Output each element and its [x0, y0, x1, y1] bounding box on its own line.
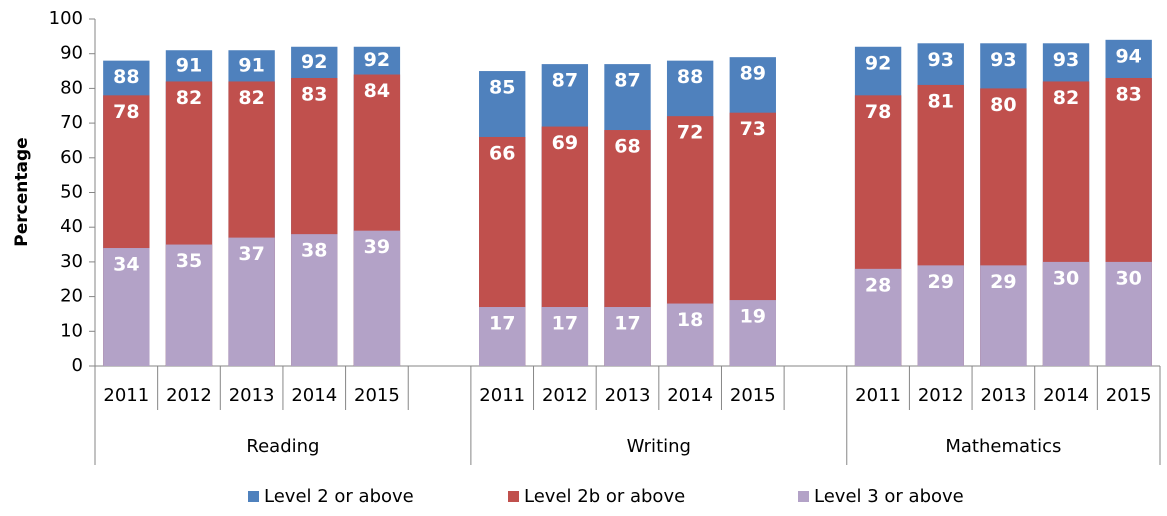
value-label: 68: [614, 136, 640, 158]
value-label: 88: [677, 66, 703, 88]
legend-label: Level 3 or above: [814, 486, 964, 507]
bar: [353, 230, 401, 366]
value-label: 91: [238, 54, 264, 76]
bar: [980, 265, 1027, 366]
value-label: 38: [301, 240, 327, 262]
value-label: 17: [614, 313, 640, 335]
value-label: 30: [1115, 267, 1141, 289]
value-label: 93: [1053, 49, 1079, 71]
bar: [1042, 261, 1090, 366]
legend-label: Level 2b or above: [524, 486, 685, 507]
group-label: Reading: [246, 436, 319, 457]
x-tick-label: 2011: [479, 385, 525, 406]
value-label: 28: [865, 274, 891, 296]
value-label: 93: [990, 49, 1016, 71]
y-tick-label: 70: [60, 112, 83, 133]
value-label: 18: [677, 309, 703, 331]
value-label: 78: [865, 101, 891, 123]
value-label: 89: [740, 63, 766, 85]
x-tick-label: 2014: [291, 385, 337, 406]
x-tick-label: 2014: [1043, 385, 1089, 406]
x-tick-label: 2013: [980, 385, 1026, 406]
y-tick-label: 50: [60, 182, 83, 203]
value-label: 81: [928, 90, 954, 112]
bar: [854, 268, 902, 366]
x-tick-label: 2011: [103, 385, 149, 406]
bar: [1105, 261, 1152, 366]
y-tick-label: 30: [60, 251, 83, 272]
value-label: 87: [614, 70, 640, 92]
value-label: 82: [176, 87, 202, 109]
value-label: 35: [176, 250, 202, 272]
value-label: 39: [364, 236, 390, 258]
value-label: 29: [928, 271, 954, 293]
group-label: Mathematics: [945, 436, 1061, 457]
value-label: 92: [301, 51, 327, 73]
value-label: 29: [990, 271, 1016, 293]
value-label: 93: [928, 49, 954, 71]
bar: [291, 234, 338, 366]
value-label: 82: [1053, 87, 1079, 109]
value-label: 72: [677, 122, 703, 144]
legend-label: Level 2 or above: [264, 486, 414, 507]
value-label: 30: [1053, 267, 1079, 289]
group-label: Writing: [627, 436, 691, 457]
bar: [604, 307, 651, 366]
value-label: 83: [1115, 83, 1141, 105]
legend-swatch: [248, 491, 259, 502]
bar: [479, 307, 526, 366]
value-label: 34: [113, 254, 139, 276]
value-label: 84: [364, 80, 390, 102]
value-label: 19: [740, 306, 766, 328]
value-label: 17: [552, 313, 578, 335]
legend-swatch: [508, 491, 519, 502]
y-tick-label: 90: [60, 43, 83, 64]
value-label: 92: [364, 49, 390, 71]
value-label: 37: [238, 243, 264, 265]
bar: [165, 244, 213, 366]
value-label: 80: [990, 94, 1016, 116]
bar: [228, 237, 275, 366]
bar: [666, 303, 714, 366]
x-tick-label: 2013: [605, 385, 651, 406]
x-tick-label: 2012: [166, 385, 212, 406]
value-label: 66: [489, 142, 515, 164]
bar: [541, 307, 589, 366]
y-tick-label: 20: [60, 286, 83, 307]
bar: [917, 265, 964, 366]
x-tick-label: 2011: [855, 385, 901, 406]
value-label: 85: [489, 77, 515, 99]
y-tick-label: 0: [72, 355, 83, 376]
legend-swatch: [798, 491, 809, 502]
y-tick-label: 80: [60, 77, 83, 98]
value-label: 91: [176, 54, 202, 76]
x-tick-label: 2015: [1106, 385, 1152, 406]
x-tick-label: 2014: [667, 385, 713, 406]
y-tick-label: 100: [49, 8, 83, 29]
value-label: 83: [301, 83, 327, 105]
bar: [103, 248, 150, 366]
x-tick-label: 2015: [730, 385, 776, 406]
value-label: 94: [1115, 45, 1141, 67]
x-tick-label: 2012: [918, 385, 964, 406]
value-label: 73: [740, 118, 766, 140]
value-label: 88: [113, 66, 139, 88]
y-tick-label: 40: [60, 216, 83, 237]
y-tick-label: 60: [60, 147, 83, 168]
y-axis-title: Percentage: [12, 137, 32, 246]
value-label: 82: [238, 87, 264, 109]
value-label: 69: [552, 132, 578, 154]
value-label: 92: [865, 52, 891, 74]
x-tick-label: 2012: [542, 385, 588, 406]
value-label: 17: [489, 313, 515, 335]
value-label: 87: [552, 70, 578, 92]
x-tick-label: 2013: [229, 385, 275, 406]
bar: [729, 300, 776, 366]
x-tick-label: 2015: [354, 385, 400, 406]
value-label: 78: [113, 101, 139, 123]
y-tick-label: 10: [60, 320, 83, 341]
